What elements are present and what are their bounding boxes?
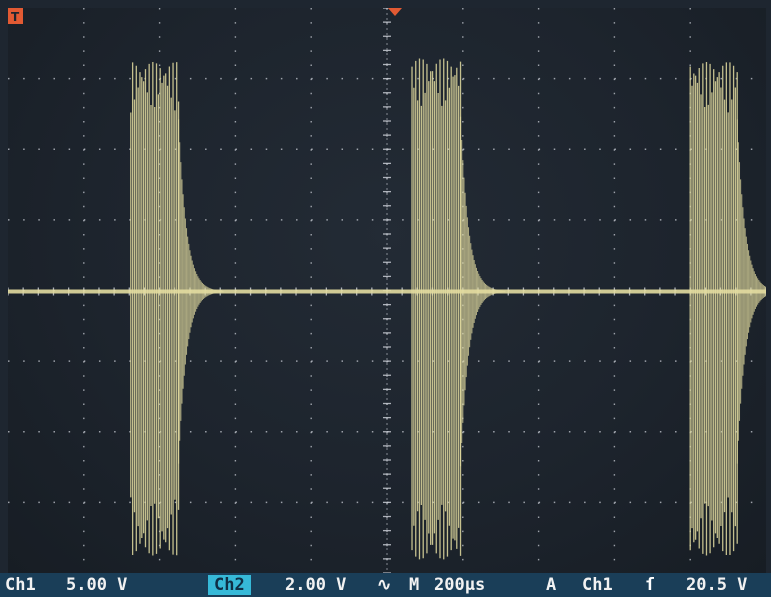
status-bar: Ch1 5.00 V Ch2 2.00 V ∿ M 200µs A Ch1 ſ … — [0, 573, 771, 597]
ch2-coupling-icon: ∿ — [377, 575, 392, 595]
trigger-marker-letter: T — [11, 10, 20, 24]
trigger-position-marker — [388, 8, 402, 16]
rising-edge-icon: ſ — [645, 575, 656, 595]
trigger-marker-box — [8, 8, 23, 24]
trigger-level: 20.5 V — [686, 575, 748, 595]
trigger-mode: A — [546, 575, 557, 595]
timebase-label: M — [409, 575, 420, 595]
timebase-value: 200µs — [434, 575, 486, 595]
trigger-source: Ch1 — [582, 575, 613, 595]
ch2-scale: 2.00 V — [285, 575, 347, 595]
waveform-svg: T — [8, 8, 766, 573]
ch2-label: Ch2 — [208, 575, 251, 595]
ch1-scale: 5.00 V — [66, 575, 128, 595]
ch1-waveform-trace — [8, 58, 766, 560]
ch1-label: Ch1 — [5, 575, 36, 595]
waveform-display: T — [8, 8, 766, 573]
